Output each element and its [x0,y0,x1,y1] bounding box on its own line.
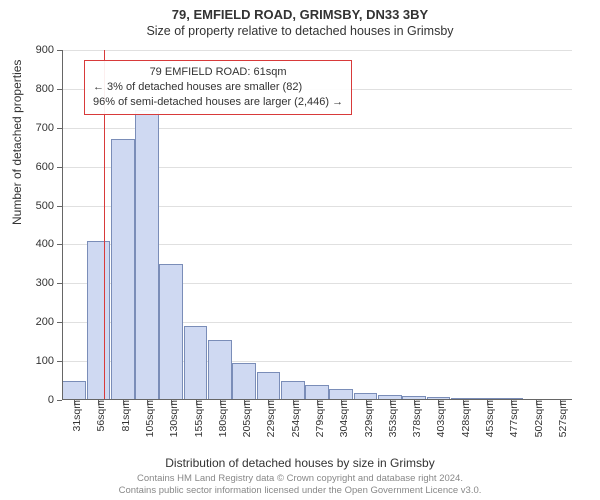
histogram-bar [257,372,281,400]
x-axis-line [62,399,572,400]
x-tick-label: 329sqm [357,400,375,437]
histogram-bar [184,326,208,400]
x-tick-label: 229sqm [259,400,277,437]
histogram-bar [281,381,305,400]
x-tick-label: 155sqm [187,400,205,437]
footer-line-1: Contains HM Land Registry data © Crown c… [0,473,600,485]
y-tick-label: 100 [36,355,62,367]
x-tick-label: 428sqm [454,400,472,437]
info-box-line: ← 3% of detached houses are smaller (82) [93,80,343,95]
x-tick-label: 403sqm [429,400,447,437]
x-tick-label: 477sqm [502,400,520,437]
x-tick-label: 453sqm [478,400,496,437]
y-tick-label: 200 [36,316,62,328]
info-box-line: 96% of semi-detached houses are larger (… [93,95,343,110]
x-tick-label: 353sqm [381,400,399,437]
x-tick-label: 502sqm [527,400,545,437]
x-tick-label: 304sqm [332,400,350,437]
page-subtitle: Size of property relative to detached ho… [0,24,600,42]
y-tick-label: 300 [36,277,62,289]
x-axis-label: Distribution of detached houses by size … [0,456,600,470]
x-tick-label: 130sqm [162,400,180,437]
chart-plot-area: 010020030040050060070080090031sqm56sqm81… [62,50,572,400]
x-tick-label: 105sqm [138,400,156,437]
histogram-bar [159,264,183,400]
x-tick-label: 31sqm [65,400,83,432]
y-tick-label: 0 [48,394,62,406]
x-tick-label: 180sqm [211,400,229,437]
histogram-bar [87,241,111,400]
histogram-bar [111,139,135,400]
info-box-line: 79 EMFIELD ROAD: 61sqm [93,65,343,80]
y-axis-label: Number of detached properties [10,60,24,225]
y-axis-line [62,50,63,400]
histogram-bar [208,340,232,400]
y-tick-label: 600 [36,161,62,173]
histogram-bar [62,381,86,400]
x-tick-label: 279sqm [308,400,326,437]
x-tick-label: 254sqm [284,400,302,437]
x-tick-label: 527sqm [551,400,569,437]
x-tick-label: 81sqm [114,400,132,432]
x-tick-label: 205sqm [235,400,253,437]
y-tick-label: 400 [36,238,62,250]
y-tick-label: 500 [36,200,62,212]
histogram-bar [135,110,159,400]
chart-info-box: 79 EMFIELD ROAD: 61sqm← 3% of detached h… [84,60,352,115]
x-tick-label: 56sqm [89,400,107,432]
y-tick-label: 800 [36,83,62,95]
y-tick-label: 700 [36,122,62,134]
footer-line-2: Contains public sector information licen… [0,485,600,497]
histogram-bar [232,363,256,400]
x-tick-label: 378sqm [405,400,423,437]
page-title: 79, EMFIELD ROAD, GRIMSBY, DN33 3BY [0,0,600,24]
y-tick-label: 900 [36,44,62,56]
footer-attribution: Contains HM Land Registry data © Crown c… [0,473,600,497]
histogram-bar [305,385,329,400]
